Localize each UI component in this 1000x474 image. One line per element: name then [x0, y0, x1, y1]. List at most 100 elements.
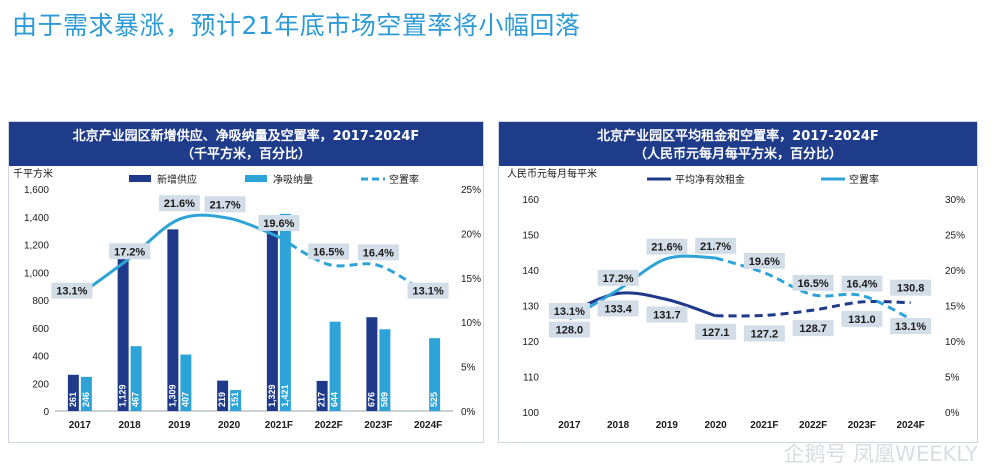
bar-label-net-absorption: 467	[131, 392, 141, 407]
label-vacancy: 16.4%	[363, 247, 394, 259]
x-tick: 2017	[558, 420, 581, 431]
bar-new-supply	[266, 226, 278, 411]
label-vacancy-bg	[743, 252, 785, 269]
chart-supply-absorption-vacancy: 北京产业园区新增供应、净吸纳量及空置率，2017-2024F （千平方米，百分比…	[8, 121, 484, 443]
label-vacancy-bg	[258, 214, 300, 231]
label-vacancy: 21.7%	[210, 199, 241, 211]
x-tick: 2021F	[750, 420, 778, 431]
legend-new-supply-swatch	[129, 175, 151, 182]
label-vacancy: 21.6%	[164, 198, 195, 210]
bar-new-supply	[366, 317, 378, 411]
label-avg-rent-bg	[743, 325, 785, 342]
legend-net-absorption-swatch	[245, 175, 267, 182]
y-tick-left: 100	[522, 408, 539, 419]
label-vacancy: 13.1%	[413, 286, 444, 298]
chart1-plot: 千平方米 新增供应 净吸纳量 空置率 0 200 400 600 800 1,000 1,200 1,…	[13, 167, 481, 431]
bar-new-supply	[67, 374, 79, 411]
y-tick-right: 20%	[945, 266, 965, 277]
chart-title-line2: （人民币元每月每平方米，百分比）	[633, 147, 842, 162]
bar-label-new-supply: 261	[68, 392, 78, 407]
line-vacancy-forecast	[278, 235, 429, 296]
x-tick: 2019	[168, 420, 191, 431]
label-avg-rent: 130.8	[897, 283, 925, 295]
legend-avg-rent-label: 平均净有效租金	[675, 173, 745, 186]
label-vacancy: 19.6%	[749, 256, 780, 268]
x-tick: 2023F	[364, 420, 392, 431]
y-tick-left: 130	[522, 302, 539, 313]
y-tick-right: 30%	[945, 195, 965, 206]
label-avg-rent-bg	[890, 279, 932, 296]
legend-new-supply-label: 新增供应	[157, 173, 197, 186]
label-vacancy-bg	[597, 269, 639, 286]
bar-label-net-absorption: 151	[230, 392, 240, 407]
legend-vacancy-label: 空置率	[389, 173, 419, 186]
x-tick: 2021F	[265, 420, 293, 431]
y-tick-left: 400	[32, 352, 49, 363]
label-avg-rent-bg	[695, 323, 737, 340]
bar-label-new-supply: 219	[217, 392, 227, 407]
bar-net-absorption	[379, 329, 391, 411]
label-vacancy: 16.4%	[846, 279, 877, 291]
bar-net-absorption	[80, 376, 92, 411]
label-vacancy: 17.2%	[114, 246, 145, 258]
y-tick-right: 5%	[945, 373, 960, 384]
bar-label-new-supply: 1,329	[267, 384, 277, 407]
label-vacancy-bg	[158, 195, 200, 212]
x-tick: 2018	[119, 420, 142, 431]
legend-net-absorption-label: 净吸纳量	[273, 173, 313, 186]
y-tick-left: 600	[32, 324, 49, 335]
label-avg-rent: 127.1	[702, 327, 730, 339]
y-tick-left: 1,400	[24, 213, 49, 224]
label-avg-rent: 131.0	[848, 314, 876, 326]
bar-net-absorption	[230, 390, 242, 411]
bar-new-supply	[167, 229, 179, 411]
chart-title-line1: 北京产业园区平均租金和空置率，2017-2024F	[597, 129, 879, 144]
bar-label-net-absorption: 589	[379, 392, 389, 407]
bar-net-absorption	[429, 338, 441, 411]
y-tick-left: 0	[43, 407, 49, 418]
y-tick-left: 200	[32, 379, 49, 390]
bar-net-absorption	[180, 354, 192, 411]
y-tick-left: 800	[32, 296, 49, 307]
line-vacancy-actual	[79, 213, 280, 296]
y-tick-right: 10%	[461, 318, 481, 329]
label-vacancy: 13.1%	[56, 286, 87, 298]
x-tick: 2023F	[848, 420, 876, 431]
label-vacancy-bg	[357, 244, 399, 261]
x-tick: 2022F	[314, 420, 342, 431]
y-tick-left: 150	[522, 231, 539, 242]
y-tick-right: 15%	[945, 302, 965, 313]
y-tick-right: 0%	[461, 407, 476, 418]
label-vacancy-bg	[204, 196, 246, 213]
label-vacancy: 17.2%	[603, 273, 634, 285]
y-tick-left: 160	[522, 195, 539, 206]
x-tick: 2020	[218, 420, 241, 431]
label-vacancy: 21.6%	[651, 242, 682, 254]
y-tick-right: 0%	[945, 408, 960, 419]
label-avg-rent-bg	[792, 320, 834, 337]
line-vacancy-forecast	[715, 256, 912, 321]
label-avg-rent: 128.7	[799, 323, 827, 335]
label-avg-rent-bg	[597, 300, 639, 317]
chart-rent-vacancy: 北京产业园区平均租金和空置率，2017-2024F （人民币元每月每平方米，百分…	[498, 121, 978, 443]
label-vacancy: 13.1%	[895, 321, 926, 333]
page-title: 由于需求暴涨，预计21年底市场空置率将小幅回落	[12, 11, 581, 40]
bar-net-absorption	[130, 346, 142, 411]
legend-vacancy-label: 空置率	[849, 173, 879, 186]
label-vacancy-bg	[51, 282, 93, 299]
y-tick-left: 1,600	[24, 185, 49, 196]
y-tick-right: 20%	[461, 229, 481, 240]
y-tick-left: 1,200	[24, 241, 49, 252]
label-avg-rent-bg	[646, 306, 688, 323]
bar-new-supply	[217, 380, 229, 411]
x-tick: 2017	[69, 420, 92, 431]
label-vacancy-bg	[646, 238, 688, 255]
bar-label-net-absorption: 246	[81, 392, 91, 407]
bar-label-new-supply: 1,129	[118, 384, 128, 407]
label-vacancy: 21.7%	[700, 241, 731, 253]
chart-title-line1: 北京产业园区新增供应、净吸纳量及空置率，2017-2024F	[72, 129, 420, 144]
x-tick: 2019	[656, 420, 679, 431]
y-tick-left: 1,000	[24, 268, 49, 279]
label-avg-rent: 133.4	[604, 303, 632, 315]
bar-label-net-absorption: 644	[330, 392, 340, 407]
